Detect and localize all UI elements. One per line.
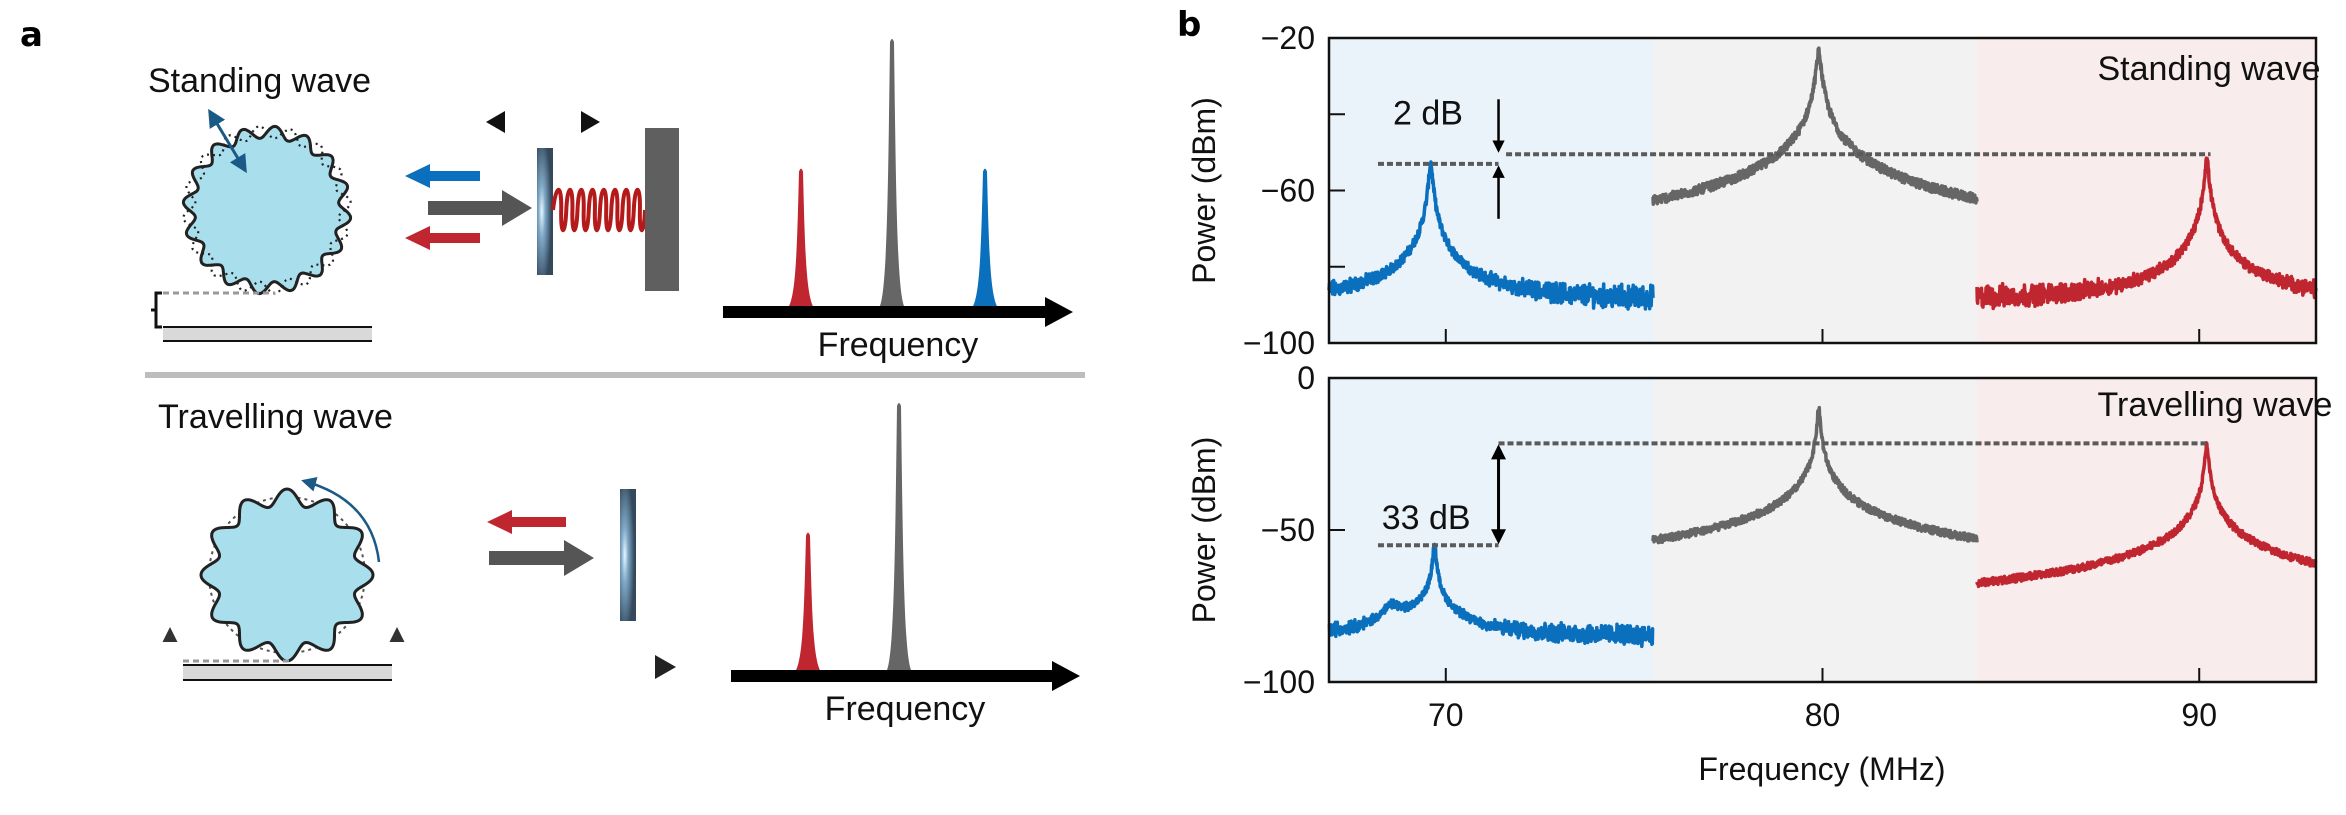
frequency-axis — [723, 306, 1048, 318]
sketch-peak-red — [795, 532, 821, 672]
substrate — [163, 327, 372, 341]
y-axis-title: Power (dBm) — [1186, 437, 1222, 624]
chart-travelling-wave: −100 −50 0 70 80 90 Power (dBm) Travelling wave… — [1186, 360, 2332, 733]
y-tick-label: −60 — [1261, 173, 1315, 209]
trace-gray — [1651, 405, 1979, 545]
red-left-arrow-icon — [405, 226, 480, 250]
sketch-peak-blue — [972, 168, 998, 308]
travelling-wave-schematic: Travelling wave — [158, 398, 676, 681]
mirror — [620, 489, 636, 621]
x-axis-title: Frequency (MHz) — [1698, 751, 1945, 787]
plot-title: Standing wave — [2098, 50, 2321, 88]
standing-wave-schematic: Standing wave — [148, 62, 679, 342]
frequency-axis — [731, 670, 1054, 682]
trace-gray — [1651, 46, 1979, 206]
y-axis-title: Power (dBm) — [1186, 97, 1222, 284]
x-tick-label: 70 — [1428, 697, 1464, 733]
chart-standing-wave: −100 −60 −20 Power (dBm) Standing wave 2 dB — [1186, 20, 2321, 361]
frequency-axis-arrowhead-icon — [1052, 661, 1080, 691]
trace-red — [1975, 156, 2318, 311]
frequency-label: Frequency — [818, 326, 979, 364]
spring-icon — [551, 187, 647, 233]
standing-wave-resonator — [181, 124, 353, 296]
x-tick-label: 90 — [2181, 697, 2217, 733]
red-left-arrow-icon — [487, 510, 566, 534]
frequency-axis-arrowhead-icon — [1045, 297, 1073, 327]
standing-spectrum-sketch: Frequency — [723, 39, 1073, 364]
panel-b: b −100 −60 −20 Power (dBm) Standing wave 2 dB… — [1177, 5, 2332, 787]
sketch-peak-red — [788, 168, 814, 308]
trace-blue — [1327, 542, 1655, 649]
arrowhead — [581, 111, 600, 133]
gray-right-arrow-icon — [489, 540, 594, 576]
trace-red — [1975, 441, 2318, 589]
arrowhead — [655, 655, 676, 679]
region-red — [1976, 378, 2316, 682]
gray-right-arrow-icon — [428, 190, 532, 226]
gap-bracket-icon — [151, 291, 162, 329]
trace-blue — [1327, 160, 1655, 311]
blue-left-arrow-icon — [405, 164, 480, 188]
x-tick-label: 80 — [1805, 697, 1841, 733]
sketch-peak-gray — [886, 403, 912, 672]
panel-a: a Standing wave — [20, 15, 1085, 728]
standing-wave-label: Standing wave — [148, 62, 371, 100]
frequency-label: Frequency — [825, 690, 986, 728]
y-tick-label: −100 — [1243, 664, 1315, 700]
y-tick-label: −20 — [1261, 20, 1315, 56]
section-divider — [145, 372, 1085, 378]
arrowhead — [486, 111, 505, 133]
travelling-spectrum-sketch: Frequency — [731, 403, 1080, 728]
mirror — [537, 148, 553, 275]
y-tick-label: −100 — [1243, 325, 1315, 361]
panel-letter-a: a — [20, 15, 43, 55]
sketch-peak-gray — [879, 39, 905, 308]
plot-title: Travelling wave — [2098, 386, 2333, 424]
travelling-wave-resonator — [199, 487, 375, 663]
annotation-label: 33 dB — [1382, 499, 1471, 537]
panel-letter-b: b — [1177, 5, 1201, 45]
substrate — [183, 665, 392, 680]
radial-oscillation-arrow-icon — [208, 108, 247, 174]
wall — [645, 128, 679, 291]
annotation-label: 2 dB — [1393, 94, 1463, 132]
rotation-arrow-icon — [301, 477, 381, 563]
y-tick-label: 0 — [1297, 360, 1315, 396]
travelling-wave-label: Travelling wave — [158, 398, 393, 436]
y-tick-label: −50 — [1261, 512, 1315, 548]
